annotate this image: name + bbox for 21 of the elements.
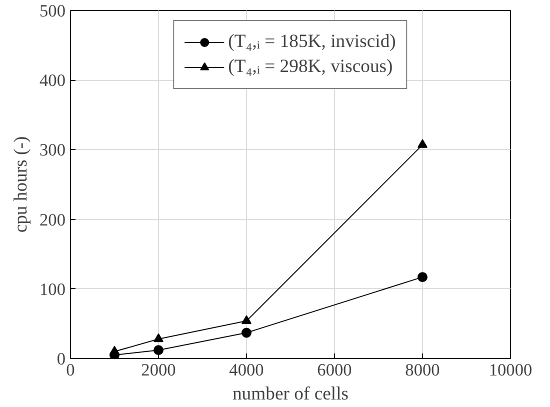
x-tick-label: 8000	[405, 360, 440, 380]
y-tick-label: 300	[40, 140, 66, 160]
legend-label: (T₄,ᵢ = 185K, inviscid)	[228, 31, 396, 53]
y-axis-title: cpu hours (-)	[10, 136, 32, 233]
x-tick-label: 4000	[229, 360, 264, 380]
x-tick-label: 10000	[488, 360, 532, 380]
x-tick-label: 6000	[317, 360, 352, 380]
point	[154, 333, 164, 342]
y-tick-label: 500	[40, 2, 66, 20]
x-tick-label: 2000	[141, 360, 176, 380]
legend-label: (T₄,ᵢ = 298K, viscous)	[228, 56, 393, 78]
y-tick-label: 400	[40, 71, 66, 90]
point	[242, 315, 252, 324]
point	[110, 346, 120, 355]
point	[418, 139, 428, 148]
y-tick-label: 100	[40, 280, 66, 299]
point	[418, 272, 428, 282]
point	[242, 328, 252, 338]
x-axis-title: number of cells	[232, 384, 349, 404]
point	[154, 345, 164, 356]
y-tick-label: 200	[40, 210, 66, 230]
